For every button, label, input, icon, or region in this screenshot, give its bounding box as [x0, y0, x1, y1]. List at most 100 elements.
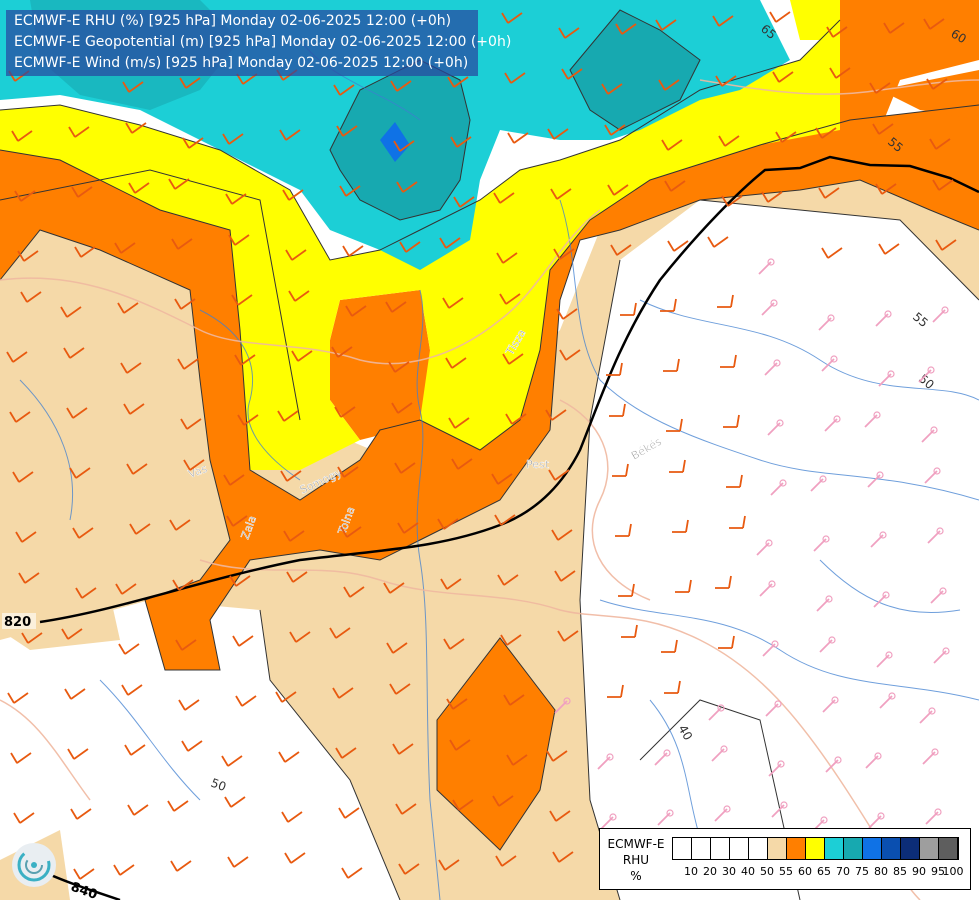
legend-swatches [672, 837, 959, 860]
wind-barb [127, 804, 149, 816]
wind-barb [507, 132, 529, 144]
wind-barb [181, 740, 203, 752]
wind-barb [391, 402, 413, 414]
wind-barb [14, 190, 36, 202]
wind-barb [383, 582, 405, 594]
wind-barb [63, 347, 85, 359]
wind-barb [445, 357, 467, 369]
wind-barb [561, 68, 583, 80]
legend-tick: 70 [836, 865, 850, 878]
wind-barb [620, 302, 637, 316]
legend-tick: 100 [942, 865, 964, 878]
wind-barb [398, 863, 420, 875]
wind-barb-station [820, 816, 828, 824]
wind-barb [712, 15, 734, 27]
wind-barb-station [876, 471, 884, 479]
wind-barb [729, 515, 746, 529]
wind-barb [128, 182, 150, 194]
wind-barb [657, 812, 671, 826]
wind-barb [933, 650, 947, 664]
wind-barb [224, 796, 246, 808]
wind-barb [340, 526, 362, 538]
wind-barb-station [723, 805, 731, 813]
wind-barb [765, 703, 779, 717]
wind-barb [876, 654, 890, 668]
wind-barb [334, 406, 356, 418]
wind-barb [73, 868, 95, 880]
wind-barb [818, 317, 832, 331]
wind-barb [505, 413, 527, 425]
wind-barb [171, 238, 193, 250]
wind-barb [439, 237, 461, 249]
wind-barb [615, 23, 637, 35]
wind-barb-station [773, 359, 781, 367]
wind-barb [6, 351, 28, 363]
wind-barb-station [930, 426, 938, 434]
legend-title-model: ECMWF-E [607, 837, 665, 851]
wind-barb [875, 183, 897, 195]
wind-barb [499, 293, 521, 305]
wind-barb [286, 571, 308, 583]
wind-barb [768, 763, 782, 777]
wind-barb-station [771, 640, 779, 648]
legend-swatch [901, 838, 920, 859]
legend-swatch [844, 838, 863, 859]
wind-barb [663, 358, 680, 372]
wind-barb [285, 249, 307, 261]
wind-barb-station [884, 310, 892, 318]
wind-barb [222, 133, 244, 145]
wind-barb [21, 632, 43, 644]
title-rhu: ECMWF-E RHU (%) [925 hPa] Monday 02-06-2… [14, 13, 452, 29]
legend-swatch [730, 838, 749, 859]
wind-barb [174, 298, 196, 310]
wind-barb [664, 680, 681, 694]
wind-barb [666, 418, 683, 432]
wind-barb [597, 756, 611, 770]
wind-barb [669, 459, 686, 473]
wind-barb [335, 747, 357, 759]
wind-barb [872, 123, 894, 135]
wind-barb [554, 700, 568, 714]
legend-swatch [806, 838, 825, 859]
wind-barb [9, 411, 31, 423]
wind-barb [449, 739, 471, 751]
wind-barb-station [779, 479, 787, 487]
wind-barb [64, 688, 86, 700]
wind-barb [615, 523, 632, 537]
wind-barb [237, 414, 259, 426]
title-box: ECMWF-E RHU (%) [925 hPa] Monday 02-06-2… [6, 10, 511, 76]
wind-barb [546, 750, 568, 762]
legend-tick: 60 [798, 865, 812, 878]
wind-barb [20, 291, 42, 303]
wind-barb [338, 807, 360, 819]
wind-barb-station [819, 475, 827, 483]
wind-barb [118, 643, 140, 655]
logo-icon [12, 843, 56, 887]
wind-barb [875, 313, 889, 327]
wind-barb [867, 474, 881, 488]
wind-barb [386, 642, 408, 654]
wind-barb [225, 193, 247, 205]
place-label: Pest [526, 458, 550, 471]
wind-barb [618, 583, 635, 597]
wind-barb [392, 743, 414, 755]
wind-barb [771, 804, 785, 818]
wind-barb [601, 83, 623, 95]
wind-barb [761, 191, 783, 203]
wind-barb [123, 403, 145, 415]
wind-barb-station [885, 651, 893, 659]
wind-barb [868, 815, 882, 829]
wind-barb [66, 407, 88, 419]
wind-barb [865, 755, 879, 769]
wind-barb [556, 308, 578, 320]
wind-barb [280, 470, 302, 482]
wind-barb [178, 699, 200, 711]
wind-barb [332, 687, 354, 699]
wind-barb-station [879, 531, 887, 539]
title-wind: ECMWF-E Wind (m/s) [925 hPa] Monday 02-0… [14, 55, 469, 71]
wind-barb [70, 808, 92, 820]
contour-label: 50 [209, 776, 228, 794]
wind-barb [493, 192, 515, 204]
wind-barb [223, 474, 245, 486]
